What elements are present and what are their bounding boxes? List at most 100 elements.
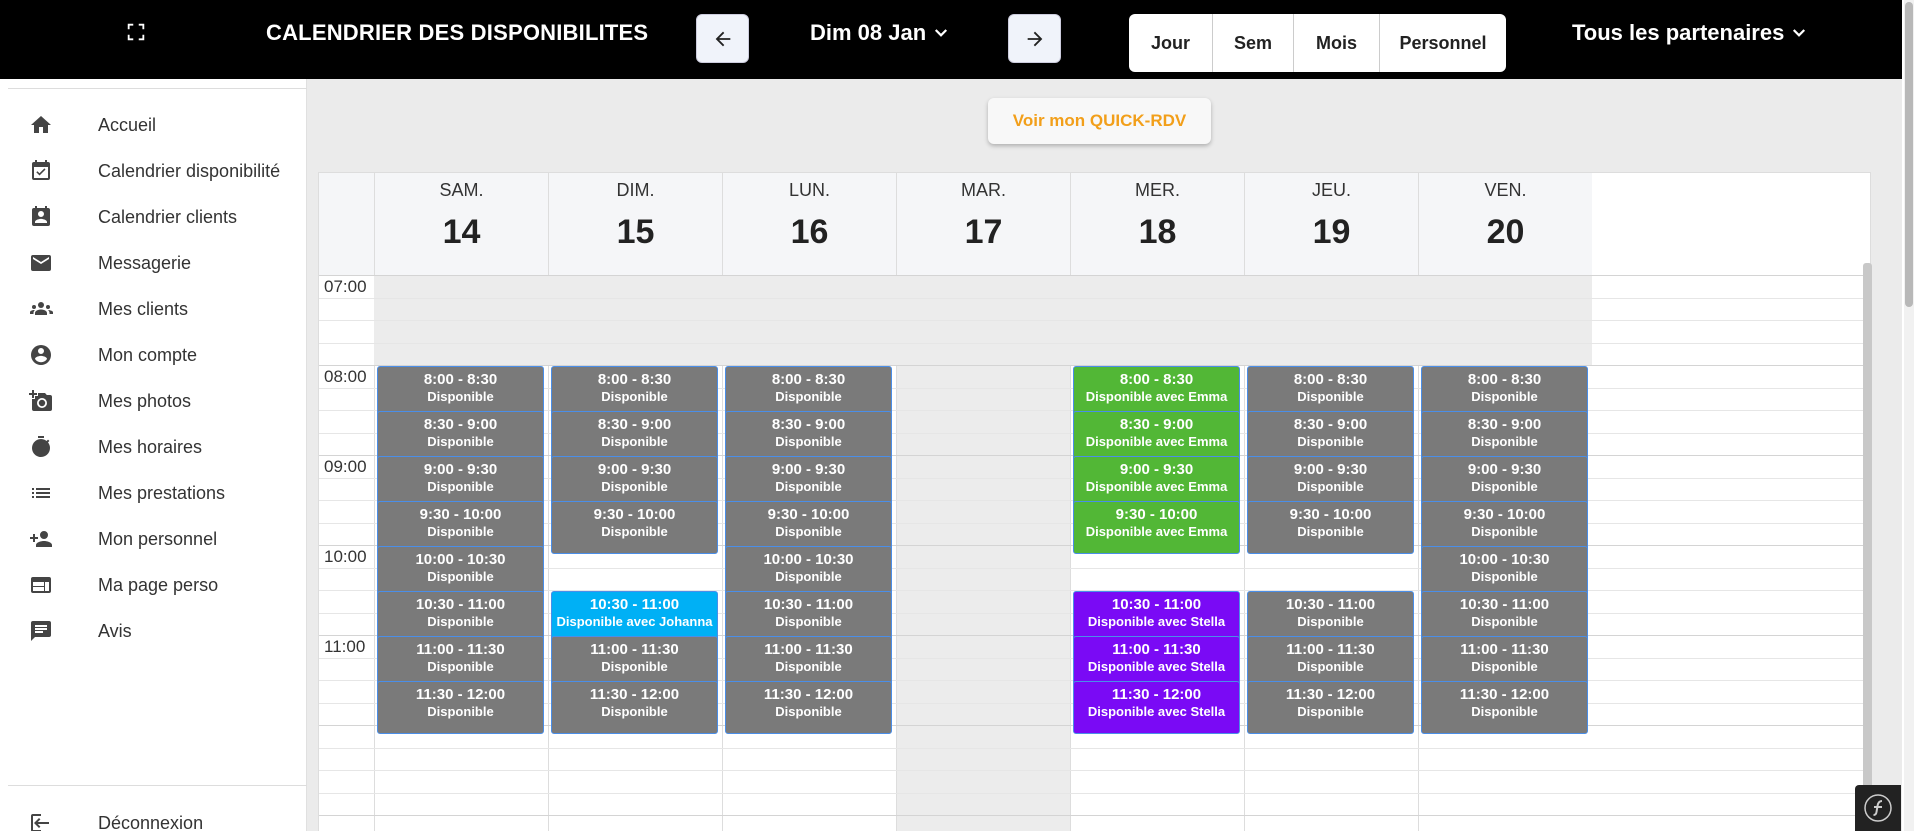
slot-description: Disponible (1297, 614, 1364, 629)
view-week-button[interactable]: Sem (1213, 14, 1294, 72)
grid-line (319, 747, 1872, 749)
availability-slot[interactable]: 8:00 - 8:30 Disponible (725, 366, 892, 419)
sidebar-item-web-page[interactable]: Ma page perso (0, 561, 306, 609)
view-staff-button[interactable]: Personnel (1399, 32, 1487, 53)
availability-slot[interactable]: 10:00 - 10:30 Disponible (725, 546, 892, 599)
view-day-button[interactable]: Jour (1129, 14, 1213, 72)
grid-line (319, 770, 1872, 771)
sidebar-item-calendar-clients[interactable]: Calendrier clients (0, 193, 306, 241)
availability-slot[interactable]: 11:30 - 12:00 Disponible (1247, 681, 1414, 734)
sidebar-item-comment[interactable]: Avis (0, 607, 306, 655)
slot-time: 8:00 - 8:30 (597, 371, 672, 388)
availability-slot[interactable]: 11:00 - 11:30 Disponible (377, 636, 544, 689)
availability-slot[interactable]: 9:30 - 10:00 Disponible (725, 501, 892, 554)
availability-slot[interactable]: 10:30 - 11:00 Disponible avec Johanna (551, 591, 718, 644)
slot-time: 8:30 - 9:00 (423, 416, 498, 433)
partners-dropdown[interactable]: Tous les partenaires (1572, 20, 1808, 46)
day-column[interactable] (896, 275, 1070, 831)
web-page-icon (28, 572, 54, 598)
fullscreen-icon[interactable] (124, 20, 148, 44)
day-header[interactable]: VEN. 20 (1418, 173, 1592, 275)
day-header[interactable]: DIM. 15 (548, 173, 722, 275)
availability-slot[interactable]: 11:00 - 11:30 Disponible (725, 636, 892, 689)
availability-slot[interactable]: 8:00 - 8:30 Disponible (377, 366, 544, 419)
day-name: JEU. (1311, 180, 1351, 200)
sidebar-item-home[interactable]: Accueil (0, 101, 306, 149)
page-scroll-thumb[interactable] (1905, 2, 1913, 307)
page-scrollbar[interactable] (1904, 0, 1914, 831)
slot-time: 10:30 - 11:00 (763, 596, 854, 613)
availability-slot[interactable]: 9:00 - 9:30 Disponible (1421, 456, 1588, 509)
grid-line (319, 815, 1872, 816)
sidebar-item-group[interactable]: Mes clients (0, 285, 306, 333)
availability-slot[interactable]: 9:00 - 9:30 Disponible (377, 456, 544, 509)
availability-slot[interactable]: 8:00 - 8:30 Disponible avec Emma (1073, 366, 1240, 419)
availability-slot[interactable]: 9:30 - 10:00 Disponible (1247, 501, 1414, 554)
sidebar-item-calendar-check[interactable]: Calendrier disponibilité (0, 147, 306, 195)
day-header[interactable]: LUN. 16 (722, 173, 896, 275)
day-number: 19 (1312, 213, 1351, 251)
slot-time: 10:30 - 11:00 (1111, 596, 1202, 613)
availability-slot[interactable]: 8:00 - 8:30 Disponible (1421, 366, 1588, 419)
slot-description: Disponible avec Emma (1085, 524, 1228, 539)
day-header[interactable]: JEU. 19 (1244, 173, 1418, 275)
slot-description: Disponible (601, 389, 668, 404)
availability-slot[interactable]: 9:30 - 10:00 Disponible avec Emma (1073, 501, 1240, 554)
sidebar-item-label: Ma page perso (98, 574, 219, 595)
day-header[interactable]: SAM. 14 (374, 173, 548, 275)
availability-slot[interactable]: 8:30 - 9:00 Disponible (1421, 411, 1588, 464)
symfony-toolbar-icon[interactable] (1855, 785, 1901, 831)
sidebar-item-add-photo[interactable]: Mes photos (0, 377, 306, 425)
availability-slot[interactable]: 9:00 - 9:30 Disponible (551, 456, 718, 509)
availability-slot[interactable]: 9:30 - 10:00 Disponible (1421, 501, 1588, 554)
availability-slot[interactable]: 10:30 - 11:00 Disponible (377, 591, 544, 644)
slot-time: 8:00 - 8:30 (1293, 371, 1368, 388)
availability-slot[interactable]: 8:30 - 9:00 Disponible (551, 411, 718, 464)
availability-slot[interactable]: 11:30 - 12:00 Disponible (1421, 681, 1588, 734)
previous-date-button[interactable] (696, 14, 749, 63)
availability-slot[interactable]: 8:00 - 8:30 Disponible (1247, 366, 1414, 419)
availability-slot[interactable]: 11:00 - 11:30 Disponible (551, 636, 718, 689)
availability-slot[interactable]: 9:00 - 9:30 Disponible avec Emma (1073, 456, 1240, 509)
availability-slot[interactable]: 10:30 - 11:00 Disponible avec Stella (1073, 591, 1240, 644)
availability-slot[interactable]: 8:30 - 9:00 Disponible (377, 411, 544, 464)
next-date-button[interactable] (1008, 14, 1061, 63)
availability-slot[interactable]: 11:30 - 12:00 Disponible (725, 681, 892, 734)
availability-slot[interactable]: 9:30 - 10:00 Disponible (377, 501, 544, 554)
availability-slot[interactable]: 10:00 - 10:30 Disponible (1421, 546, 1588, 599)
sidebar-item-list[interactable]: Mes prestations (0, 469, 306, 517)
view-month-button[interactable]: Mois (1294, 14, 1380, 72)
slot-time: 8:00 - 8:30 (1119, 371, 1194, 388)
sidebar-item-person-add[interactable]: Mon personnel (0, 515, 306, 563)
availability-slot[interactable]: 11:30 - 12:00 Disponible avec Stella (1073, 681, 1240, 734)
availability-slot[interactable]: 10:30 - 11:00 Disponible (725, 591, 892, 644)
partners-label: Tous les partenaires (1572, 20, 1785, 45)
day-header[interactable]: MER. 18 (1070, 173, 1244, 275)
availability-slot[interactable]: 10:30 - 11:00 Disponible (1247, 591, 1414, 644)
availability-slot[interactable]: 11:00 - 11:30 Disponible (1421, 636, 1588, 689)
availability-slot[interactable]: 11:30 - 12:00 Disponible (377, 681, 544, 734)
availability-slot[interactable]: 10:00 - 10:30 Disponible (377, 546, 544, 599)
sidebar-item-account[interactable]: Mon compte (0, 331, 306, 379)
availability-slot[interactable]: 10:30 - 11:00 Disponible (1421, 591, 1588, 644)
calendar-scrollbar[interactable] (1863, 263, 1872, 831)
slot-description: Disponible avec Emma (1085, 434, 1228, 449)
availability-slot[interactable]: 9:00 - 9:30 Disponible (1247, 456, 1414, 509)
availability-slot[interactable]: 9:30 - 10:00 Disponible (551, 501, 718, 554)
availability-slot[interactable]: 8:30 - 9:00 Disponible (725, 411, 892, 464)
availability-slot[interactable]: 11:00 - 11:30 Disponible avec Stella (1073, 636, 1240, 689)
availability-slot[interactable]: 9:00 - 9:30 Disponible (725, 456, 892, 509)
current-date-dropdown[interactable]: Dim 08 Jan (810, 20, 950, 46)
availability-slot[interactable]: 8:30 - 9:00 Disponible avec Emma (1073, 411, 1240, 464)
slot-time: 11:30 - 12:00 (1285, 686, 1376, 703)
day-header[interactable]: MAR. 17 (896, 173, 1070, 275)
availability-slot[interactable]: 11:00 - 11:30 Disponible (1247, 636, 1414, 689)
sidebar-item-logout[interactable]: Déconnexion (0, 799, 306, 831)
sidebar-item-timer[interactable]: Mes horaires (0, 423, 306, 471)
quick-rdv-button[interactable]: Voir mon QUICK-RDV (988, 98, 1211, 144)
availability-slot[interactable]: 8:30 - 9:00 Disponible (1247, 411, 1414, 464)
slot-time: 9:00 - 9:30 (1119, 461, 1194, 478)
sidebar-item-mail[interactable]: Messagerie (0, 239, 306, 287)
availability-slot[interactable]: 8:00 - 8:30 Disponible (551, 366, 718, 419)
availability-slot[interactable]: 11:30 - 12:00 Disponible (551, 681, 718, 734)
